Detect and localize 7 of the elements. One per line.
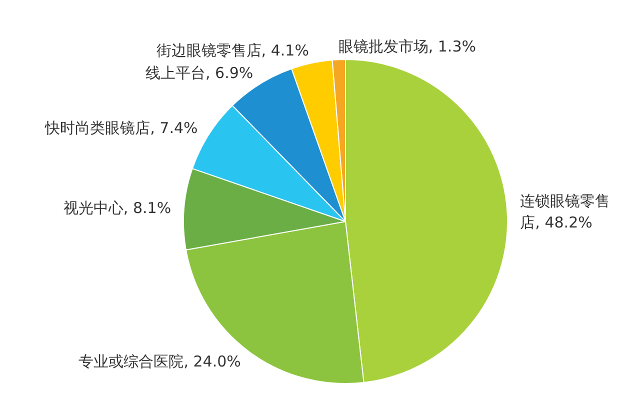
- slice-label: 专业或综合医院, 24.0%: [78, 352, 241, 371]
- slice-label: 快时尚类眼镜店, 7.4%: [44, 118, 198, 137]
- slice-label: 线上平台, 6.9%: [146, 64, 254, 82]
- slice-label: 连锁眼镜零售店, 48.2%: [520, 192, 610, 232]
- slice-label: 街边眼镜零售店, 4.1%: [156, 41, 309, 60]
- slice-label: 眼镜批发市场, 1.3%: [338, 38, 476, 56]
- slice-label: 视光中心, 8.1%: [63, 198, 172, 217]
